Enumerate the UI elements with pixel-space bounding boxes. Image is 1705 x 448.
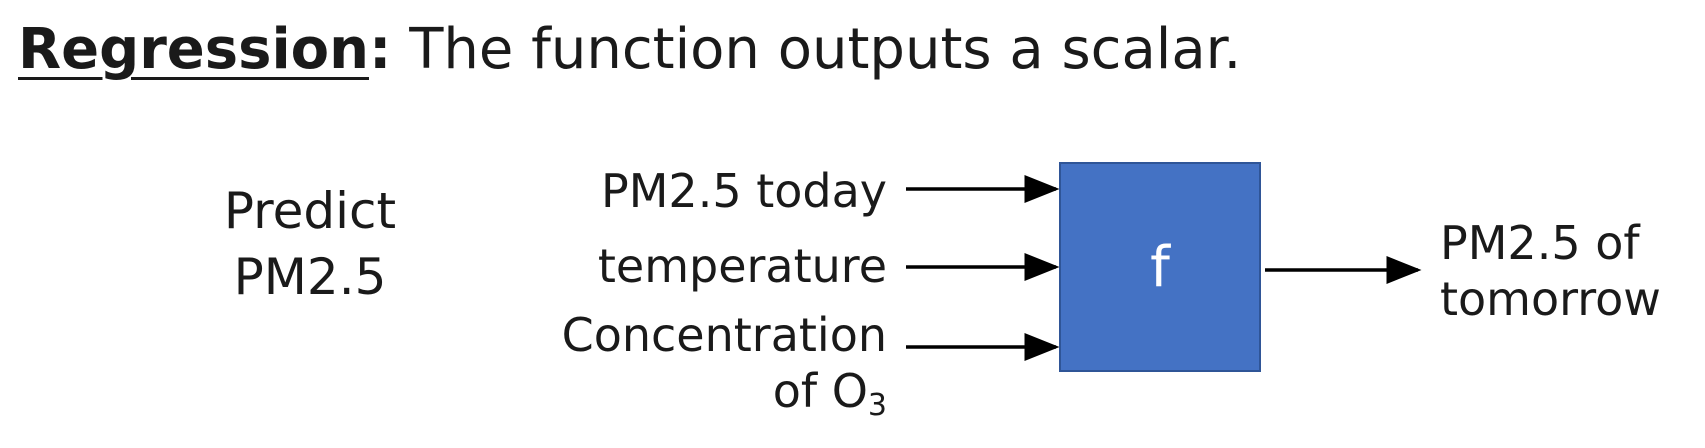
input-label-o3-concentration: Concentration of O3 bbox=[561, 307, 887, 421]
input-label-pm25-today: PM2.5 today bbox=[601, 164, 887, 218]
task-label: Predict PM2.5 bbox=[185, 178, 435, 310]
input-label-o3-prefix: of O bbox=[772, 364, 868, 418]
heading-colon: : bbox=[368, 17, 392, 82]
input-label-o3-line2: of O3 bbox=[562, 363, 887, 421]
task-label-line2: PM2.5 bbox=[233, 248, 387, 306]
input-label-o3-subscript: 3 bbox=[867, 388, 887, 423]
heading-term: Regression bbox=[18, 17, 369, 82]
output-label: PM2.5 of tomorrow bbox=[1440, 215, 1661, 327]
output-label-line1: PM2.5 of bbox=[1440, 216, 1640, 270]
function-label: f bbox=[1150, 234, 1170, 300]
heading-description: The function outputs a scalar. bbox=[391, 17, 1242, 82]
output-label-line2: tomorrow bbox=[1440, 272, 1661, 326]
input-label-o3-line1: Concentration bbox=[561, 308, 887, 362]
function-box: f bbox=[1059, 162, 1261, 372]
task-label-line1: Predict bbox=[223, 182, 397, 240]
input-label-temperature: temperature bbox=[597, 239, 887, 293]
slide-heading: Regression: The function outputs a scala… bbox=[18, 14, 1241, 86]
